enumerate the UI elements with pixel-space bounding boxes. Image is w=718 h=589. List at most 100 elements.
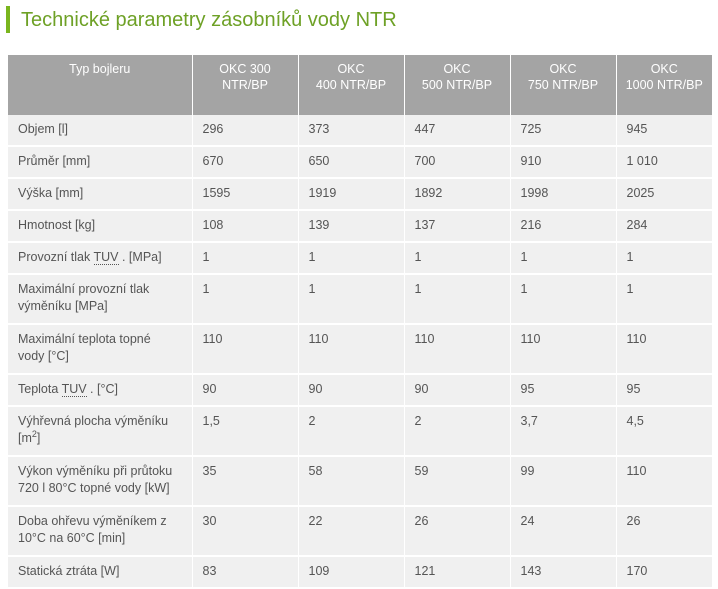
row-label: Výkon výměníku při průtoku 720 l 80°C top… bbox=[8, 456, 193, 507]
header-line: NTR/BP bbox=[222, 78, 268, 92]
cell-value: 26 bbox=[616, 506, 712, 557]
table-row: Maximální teplota topné vody [°C] 110 110… bbox=[8, 324, 712, 375]
table-row: Teplota TUV . [°C] 90 90 90 95 95 bbox=[8, 374, 712, 407]
label-text: Teplota bbox=[18, 382, 62, 396]
label-line: výměníku [MPa] bbox=[18, 299, 108, 313]
table-row: Výhřevná plocha výměníku [m2] 1,5 2 2 3,7… bbox=[8, 406, 712, 457]
header-line: OKC bbox=[549, 62, 577, 76]
table-row: Výkon výměníku při průtoku 720 l 80°C top… bbox=[8, 456, 712, 507]
header-line: 1000 NTR/BP bbox=[625, 78, 703, 92]
cell-value: 1 bbox=[616, 274, 712, 325]
cell-value: 121 bbox=[404, 556, 511, 589]
cell-value: 1892 bbox=[404, 178, 511, 211]
cell-value: 110 bbox=[404, 324, 511, 375]
cell-value: 139 bbox=[298, 210, 405, 243]
cell-value: 1 bbox=[510, 242, 617, 275]
cell-value: 216 bbox=[510, 210, 617, 243]
cell-value: 4,5 bbox=[616, 406, 712, 457]
cell-value: 35 bbox=[192, 456, 299, 507]
cell-value: 1 bbox=[298, 274, 405, 325]
cell-value: 1919 bbox=[298, 178, 405, 211]
row-label: Provozní tlak TUV . [MPa] bbox=[8, 242, 193, 275]
cell-value: 1 bbox=[404, 242, 511, 275]
row-label: Statická ztráta [W] bbox=[8, 556, 193, 589]
header-line: Typ bojleru bbox=[69, 62, 131, 76]
label-line: Maximální provozní tlak bbox=[18, 282, 150, 296]
cell-value: 58 bbox=[298, 456, 405, 507]
cell-value: 1 bbox=[192, 274, 299, 325]
table-row: Průměr [mm] 670 650 700 910 1 010 bbox=[8, 146, 712, 179]
cell-value: 945 bbox=[616, 115, 712, 147]
tuv-abbreviation[interactable]: TUV bbox=[93, 250, 119, 265]
row-label: Výška [mm] bbox=[8, 178, 193, 211]
cell-value: 1 bbox=[616, 242, 712, 275]
tuv-abbreviation[interactable]: TUV bbox=[61, 382, 87, 397]
cell-value: 1595 bbox=[192, 178, 299, 211]
cell-value: 296 bbox=[192, 115, 299, 147]
superscript: 2 bbox=[31, 428, 37, 439]
page-title: Technické parametry zásobníků vody NTR bbox=[21, 9, 397, 31]
cell-value: 3,7 bbox=[510, 406, 617, 457]
label-text: [m bbox=[18, 431, 32, 445]
label-line: vody [°C] bbox=[18, 349, 69, 363]
cell-value: 1,5 bbox=[192, 406, 299, 457]
row-label: Maximální provozní tlak výměníku [MPa] bbox=[8, 274, 193, 325]
header-line: 400 NTR/BP bbox=[315, 78, 387, 92]
header-line: OKC bbox=[650, 62, 678, 76]
cell-value: 447 bbox=[404, 115, 511, 147]
cell-value: 1 bbox=[510, 274, 617, 325]
cell-value: 143 bbox=[510, 556, 617, 589]
cell-value: 26 bbox=[404, 506, 511, 557]
header-line: OKC 300 bbox=[219, 62, 271, 76]
cell-value: 700 bbox=[404, 146, 511, 179]
cell-value: 670 bbox=[192, 146, 299, 179]
cell-value: 1 bbox=[298, 242, 405, 275]
table-header-row: Typ bojleru OKC 300 NTR/BP OKC 400 NTR/BP … bbox=[8, 55, 712, 115]
cell-value: 22 bbox=[298, 506, 405, 557]
label-line: [m2] bbox=[18, 428, 182, 447]
header-okc-1000: OKC 1000 NTR/BP bbox=[616, 55, 712, 115]
cell-value: 90 bbox=[404, 374, 511, 407]
cell-value: 59 bbox=[404, 456, 511, 507]
row-label: Objem [l] bbox=[8, 115, 193, 147]
header-okc-750: OKC 750 NTR/BP bbox=[510, 55, 617, 115]
cell-value: 2 bbox=[298, 406, 405, 457]
cell-value: 90 bbox=[298, 374, 405, 407]
cell-value: 110 bbox=[298, 324, 405, 375]
cell-value: 1 bbox=[192, 242, 299, 275]
cell-value: 910 bbox=[510, 146, 617, 179]
cell-value: 1 010 bbox=[616, 146, 712, 179]
table-row: Statická ztráta [W] 83 109 121 143 170 bbox=[8, 556, 712, 589]
table-row: Maximální provozní tlak výměníku [MPa] 1 … bbox=[8, 274, 712, 325]
header-okc-300: OKC 300 NTR/BP bbox=[192, 55, 299, 115]
table-row: Hmotnost [kg] 108 139 137 216 284 bbox=[8, 210, 712, 243]
table-row: Výška [mm] 1595 1919 1892 1998 2025 bbox=[8, 178, 712, 211]
header-type: Typ bojleru bbox=[8, 55, 193, 115]
row-label: Maximální teplota topné vody [°C] bbox=[8, 324, 193, 375]
label-text: ] bbox=[36, 431, 41, 445]
title-accent-bar bbox=[6, 6, 10, 33]
label-text: . [MPa] bbox=[118, 250, 162, 264]
header-line: OKC bbox=[337, 62, 365, 76]
header-line: 750 NTR/BP bbox=[527, 78, 599, 92]
cell-value: 170 bbox=[616, 556, 712, 589]
cell-value: 2 bbox=[404, 406, 511, 457]
label-text: Provozní tlak bbox=[18, 250, 94, 264]
header-okc-400: OKC 400 NTR/BP bbox=[298, 55, 405, 115]
label-line: Doba ohřevu výměníkem z bbox=[18, 514, 167, 528]
label-line: Výhřevná plocha výměníku bbox=[18, 414, 169, 428]
table-row: Doba ohřevu výměníkem z 10°C na 60°C [min… bbox=[8, 506, 712, 557]
cell-value: 110 bbox=[616, 324, 712, 375]
row-label: Hmotnost [kg] bbox=[8, 210, 193, 243]
cell-value: 110 bbox=[616, 456, 712, 507]
row-label: Výhřevná plocha výměníku [m2] bbox=[8, 406, 193, 457]
row-label: Průměr [mm] bbox=[8, 146, 193, 179]
cell-value: 2025 bbox=[616, 178, 712, 211]
header-line: OKC bbox=[443, 62, 471, 76]
label-line: Maximální teplota topné bbox=[18, 332, 151, 346]
parameters-table: Typ bojleru OKC 300 NTR/BP OKC 400 NTR/BP … bbox=[8, 55, 712, 589]
row-label: Teplota TUV . [°C] bbox=[8, 374, 193, 407]
header-okc-500: OKC 500 NTR/BP bbox=[404, 55, 511, 115]
cell-value: 90 bbox=[192, 374, 299, 407]
label-line: 10°C na 60°C [min] bbox=[18, 531, 126, 545]
